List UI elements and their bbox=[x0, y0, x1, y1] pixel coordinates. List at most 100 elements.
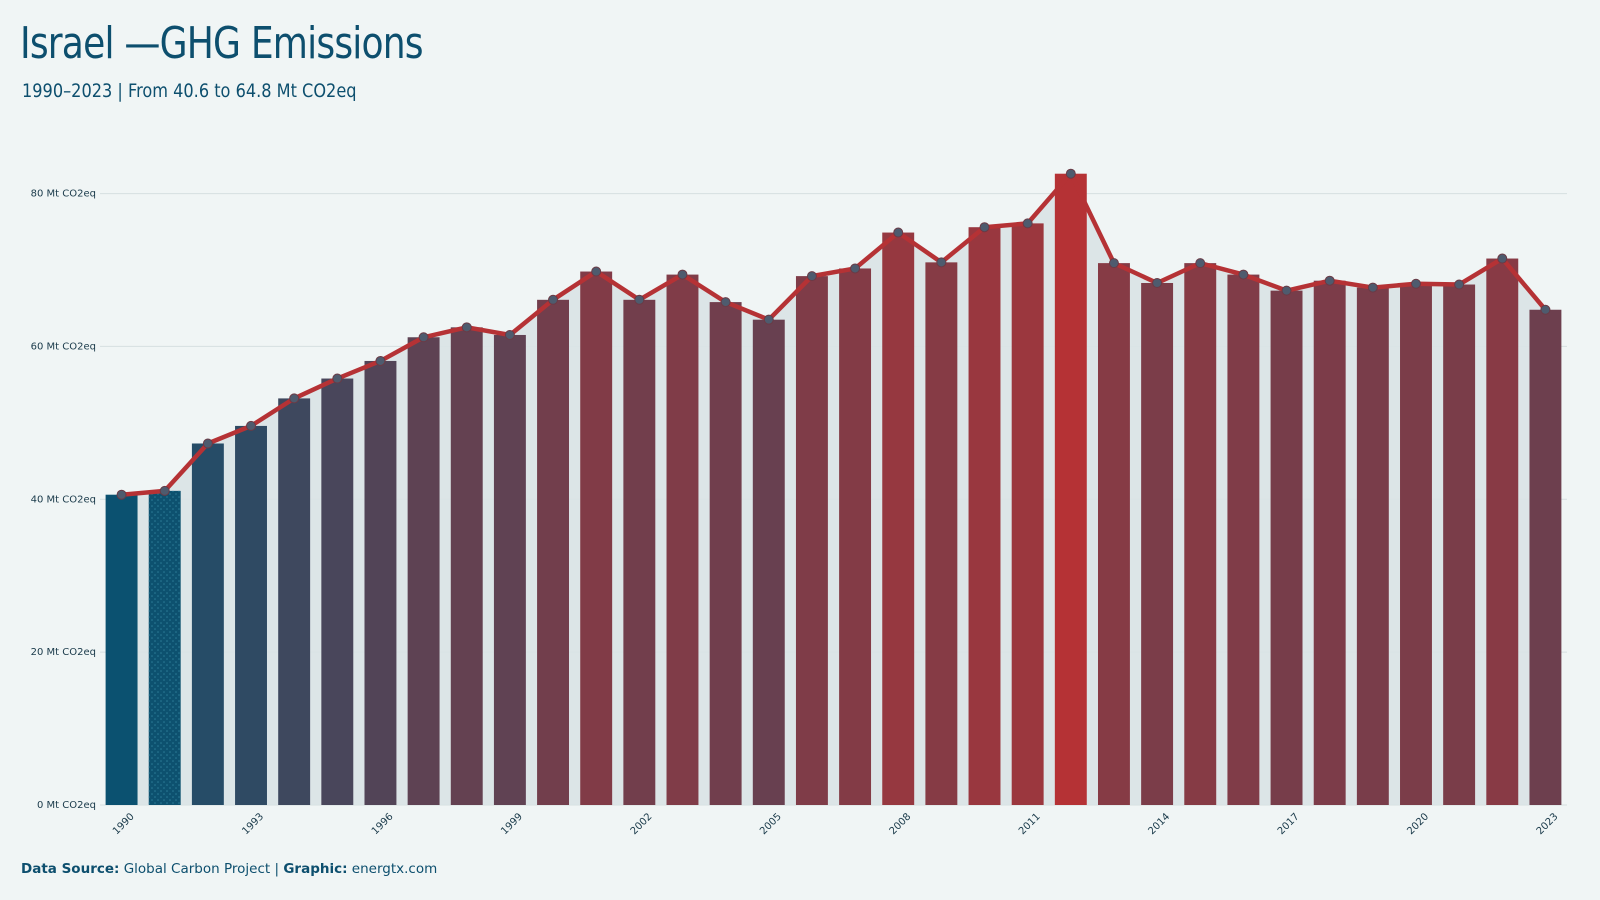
point-2020 bbox=[1410, 278, 1421, 289]
point-2019 bbox=[1367, 282, 1378, 293]
point-2022 bbox=[1497, 253, 1508, 264]
point-2000 bbox=[548, 294, 559, 305]
point-1995 bbox=[332, 373, 343, 384]
bar-2012 bbox=[1054, 173, 1087, 805]
point-1992 bbox=[202, 438, 213, 449]
x-tick-label: 2020 bbox=[1405, 811, 1431, 837]
point-2003 bbox=[677, 269, 688, 280]
point-1999 bbox=[504, 329, 515, 340]
source-label: Data Source: bbox=[21, 861, 120, 877]
x-tick-label: 2011 bbox=[1017, 811, 1043, 837]
bar-2014 bbox=[1141, 282, 1174, 805]
point-2007 bbox=[850, 263, 861, 274]
bar-2013 bbox=[1097, 263, 1130, 805]
point-2013 bbox=[1108, 258, 1119, 269]
point-2023 bbox=[1540, 304, 1551, 315]
point-1993 bbox=[246, 420, 257, 431]
line-series bbox=[121, 171, 1548, 497]
y-tick-label: 0 Mt CO2eq bbox=[37, 800, 96, 811]
bar-1999 bbox=[493, 334, 526, 805]
bar-2005 bbox=[752, 319, 785, 805]
bar-2023 bbox=[1529, 309, 1562, 805]
bar-1998 bbox=[450, 327, 483, 805]
x-tick-label: 1996 bbox=[370, 811, 396, 837]
point-2004 bbox=[720, 297, 731, 308]
y-tick-label: 40 Mt CO2eq bbox=[31, 494, 96, 505]
bar-2011 bbox=[1011, 223, 1044, 806]
x-tick-label: 2005 bbox=[758, 811, 784, 837]
point-1996 bbox=[375, 355, 386, 366]
bar-1995 bbox=[321, 378, 354, 805]
chart-subtitle: 1990–2023 | From 40.6 to 64.8 Mt CO2eq bbox=[22, 80, 357, 102]
bar-2021 bbox=[1443, 284, 1476, 805]
bar-2008 bbox=[882, 232, 915, 806]
chart-title: Israel —GHG Emissions bbox=[20, 18, 424, 69]
point-2014 bbox=[1152, 277, 1163, 288]
point-2008 bbox=[893, 227, 904, 238]
point-2005 bbox=[763, 314, 774, 325]
bar-2001 bbox=[580, 271, 613, 805]
bar-texture bbox=[148, 490, 181, 805]
point-markers bbox=[116, 168, 1551, 500]
graphic-value: energtx.com bbox=[351, 861, 438, 877]
bar-1992 bbox=[191, 443, 224, 805]
point-2018 bbox=[1324, 275, 1335, 286]
footer: Data Source: Global Carbon Project | Gra… bbox=[21, 861, 437, 877]
footer-separator: | bbox=[274, 861, 280, 877]
point-1994 bbox=[289, 393, 300, 404]
x-tick-label: 2023 bbox=[1535, 811, 1561, 837]
point-2015 bbox=[1195, 258, 1206, 269]
bar-2004 bbox=[709, 302, 742, 805]
point-2006 bbox=[806, 271, 817, 282]
point-1991 bbox=[159, 485, 170, 496]
graphic-label: Graphic: bbox=[283, 861, 348, 877]
x-tick-label: 1999 bbox=[499, 811, 525, 837]
y-tick-label: 60 Mt CO2eq bbox=[31, 341, 96, 352]
y-tick-label: 80 Mt CO2eq bbox=[31, 189, 96, 200]
bar-2022 bbox=[1486, 258, 1519, 805]
point-2016 bbox=[1238, 269, 1249, 280]
x-tick-label: 1990 bbox=[111, 811, 137, 837]
x-tick-label: 2014 bbox=[1146, 811, 1172, 837]
point-2011 bbox=[1022, 218, 1033, 229]
point-1998 bbox=[461, 322, 472, 333]
y-tick-label: 20 Mt CO2eq bbox=[31, 647, 96, 658]
bar-2020 bbox=[1400, 283, 1432, 805]
bar-1996 bbox=[364, 360, 397, 805]
point-1990 bbox=[116, 489, 127, 500]
point-2017 bbox=[1281, 285, 1292, 296]
bar-2017 bbox=[1270, 290, 1303, 805]
bar-2010 bbox=[968, 227, 1001, 805]
point-1997 bbox=[418, 332, 429, 343]
bar-2006 bbox=[795, 276, 828, 806]
point-2012 bbox=[1065, 168, 1076, 179]
point-2009 bbox=[936, 257, 947, 268]
x-tick-label: 2017 bbox=[1276, 811, 1302, 837]
bar-2009 bbox=[925, 262, 958, 805]
bar-2018 bbox=[1313, 280, 1346, 805]
x-tick-label: 1993 bbox=[240, 811, 266, 837]
bar-2000 bbox=[537, 299, 570, 805]
point-2021 bbox=[1454, 279, 1465, 290]
bar-2002 bbox=[623, 299, 656, 805]
y-axis: 0 Mt CO2eq 20 Mt CO2eq 40 Mt CO2eq 60 Mt CO… bbox=[31, 189, 96, 811]
bars bbox=[105, 173, 1562, 806]
x-tick-label: 2008 bbox=[888, 811, 914, 837]
bar-2015 bbox=[1184, 263, 1217, 805]
bar-1994 bbox=[278, 398, 311, 805]
bar-2019 bbox=[1356, 287, 1389, 805]
bar-1993 bbox=[235, 425, 267, 805]
point-2002 bbox=[634, 294, 645, 305]
bar-1990 bbox=[105, 494, 138, 805]
bar-2003 bbox=[666, 274, 699, 806]
bar-2007 bbox=[839, 268, 872, 805]
point-2010 bbox=[979, 222, 990, 233]
bar-1997 bbox=[407, 337, 440, 805]
point-2001 bbox=[591, 266, 602, 277]
trend-line bbox=[121, 171, 1548, 497]
source-value: Global Carbon Project bbox=[123, 861, 271, 877]
x-axis: 1990 1993 1996 1999 2002 2005 2008 2011 2014 2017… bbox=[111, 811, 1561, 837]
bar-2016 bbox=[1227, 274, 1260, 806]
x-tick-label: 2002 bbox=[629, 811, 655, 837]
